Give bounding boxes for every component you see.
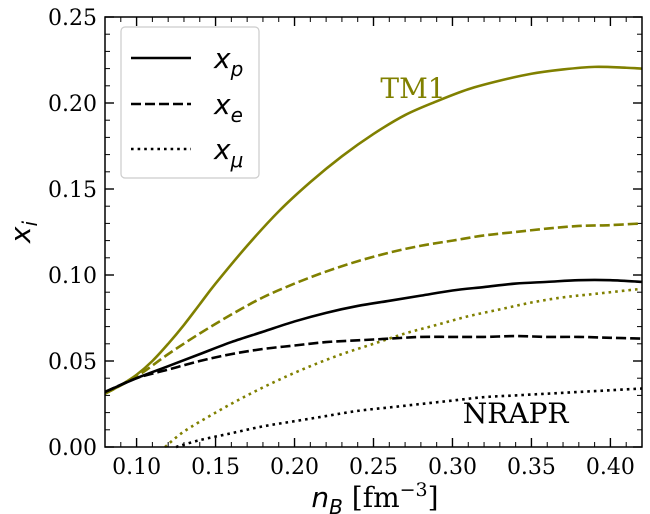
series-lines	[104, 65, 643, 449]
series-line-tm1-xmu	[164, 287, 643, 449]
y-axis-label: xi	[4, 220, 42, 244]
tick-labels: 0.10 0.15 0.20 0.25 0.30 0.35 0.40 0.00 0.05 0.10…	[48, 6, 635, 480]
annotation-nrapr: NRAPR	[463, 397, 570, 430]
legend-label-xp: xp	[213, 42, 243, 81]
x-tick-label: 0.20	[270, 455, 319, 480]
y-tick-label: 0.20	[48, 92, 97, 117]
x-tick-label: 0.10	[112, 455, 161, 480]
axis-ticks	[104, 16, 643, 448]
x-tick-label: 0.40	[586, 455, 635, 480]
x-tick-label: 0.15	[191, 455, 240, 480]
y-tick-label: 0.10	[48, 264, 97, 289]
legend: xp xe xμ	[120, 26, 260, 179]
legend-label-xe: xe	[213, 88, 243, 127]
x-axis-label: nB [fm−3]	[311, 479, 438, 514]
series-line-tm1-xe	[104, 222, 643, 395]
series-line-nrapr-xmu	[175, 387, 643, 449]
y-tick-label: 0.05	[48, 350, 97, 375]
y-tick-label: 0.15	[48, 178, 97, 203]
legend-label-xmu: xμ	[213, 133, 243, 172]
x-tick-label: 0.35	[507, 455, 556, 480]
annotation-tm1: TM1	[380, 72, 445, 105]
x-tick-label: 0.25	[349, 455, 398, 480]
plot-frame	[104, 16, 643, 448]
series-line-nrapr-xp	[104, 278, 643, 394]
series-line-nrapr-xe	[104, 334, 643, 394]
x-tick-label: 0.30	[428, 455, 477, 480]
legend-box	[120, 26, 260, 179]
series-line-tm1-xp	[104, 65, 643, 395]
y-tick-label: 0.00	[48, 436, 97, 461]
y-tick-label: 0.25	[48, 6, 97, 31]
